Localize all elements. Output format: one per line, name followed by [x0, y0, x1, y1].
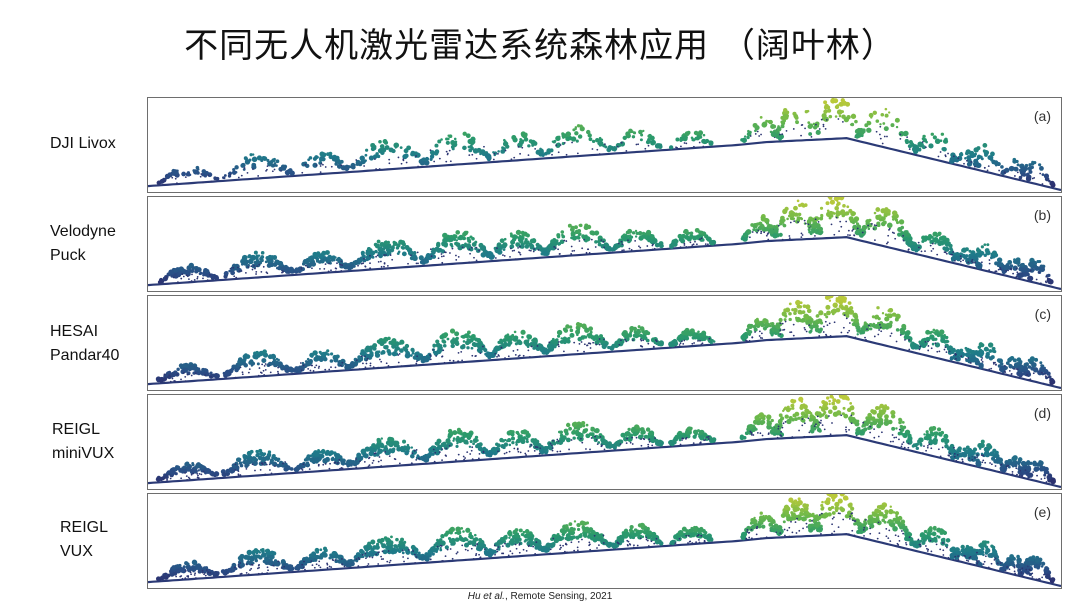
citation-source: , Remote Sensing, 2021 — [504, 591, 613, 602]
ground-line-a — [148, 137, 1061, 192]
row-label-c: HESAI Pandar40 — [50, 320, 119, 368]
panel-a: (a) — [147, 97, 1062, 193]
row-label-e-line1: REIGL — [60, 519, 109, 536]
slide-title: 不同无人机激光雷达系统森林应用 （阔叶林） — [184, 26, 896, 66]
row-label-b-line2: Puck — [50, 247, 86, 264]
point-cloud-c — [148, 296, 1061, 390]
panel-d: (d) — [147, 394, 1062, 490]
row-label-e: REIGL VUX — [60, 516, 108, 564]
row-label-c-line1: HESAI — [50, 323, 99, 340]
panel-label-d: (d) — [1033, 405, 1051, 421]
row-label-d: REIGL miniVUX — [52, 418, 114, 466]
point-cloud-a — [148, 98, 1061, 192]
point-cloud-figure: (a) (b) (c) (d) (e) — [147, 97, 1062, 589]
panel-e: (e) — [147, 493, 1062, 589]
panel-label-a: (a) — [1033, 108, 1051, 124]
row-label-a-line1: DJI Livox — [50, 135, 116, 152]
canopy-points-d — [155, 395, 1056, 485]
row-label-d-line2: miniVUX — [52, 445, 115, 462]
row-label-b: Velodyne Puck — [50, 220, 116, 268]
panel-label-b: (b) — [1033, 207, 1051, 223]
row-label-d-line1: REIGL — [52, 421, 101, 438]
canopy-points-c — [155, 296, 1056, 386]
canopy-points-e — [155, 494, 1056, 584]
row-label-b-line1: Velodyne — [50, 223, 116, 240]
point-cloud-d — [148, 395, 1061, 489]
panel-label-e: (e) — [1033, 504, 1051, 520]
citation-authors: Hu et al. — [467, 591, 505, 602]
canopy-points-b — [157, 197, 1054, 285]
canopy-points-a — [156, 98, 1056, 188]
row-label-c-line2: Pandar40 — [50, 347, 120, 364]
ground-line-e — [148, 533, 1061, 588]
row-label-e-line2: VUX — [60, 543, 93, 560]
point-cloud-e — [148, 494, 1061, 588]
panel-label-c: (c) — [1034, 306, 1051, 322]
ground-line-d — [148, 434, 1061, 489]
panel-c: (c) — [147, 295, 1062, 391]
ground-line-c — [148, 335, 1061, 390]
citation: Hu et al., Remote Sensing, 2021 — [0, 591, 1080, 602]
row-label-a: DJI Livox — [50, 132, 116, 156]
point-cloud-b — [148, 197, 1061, 291]
panel-b: (b) — [147, 196, 1062, 292]
